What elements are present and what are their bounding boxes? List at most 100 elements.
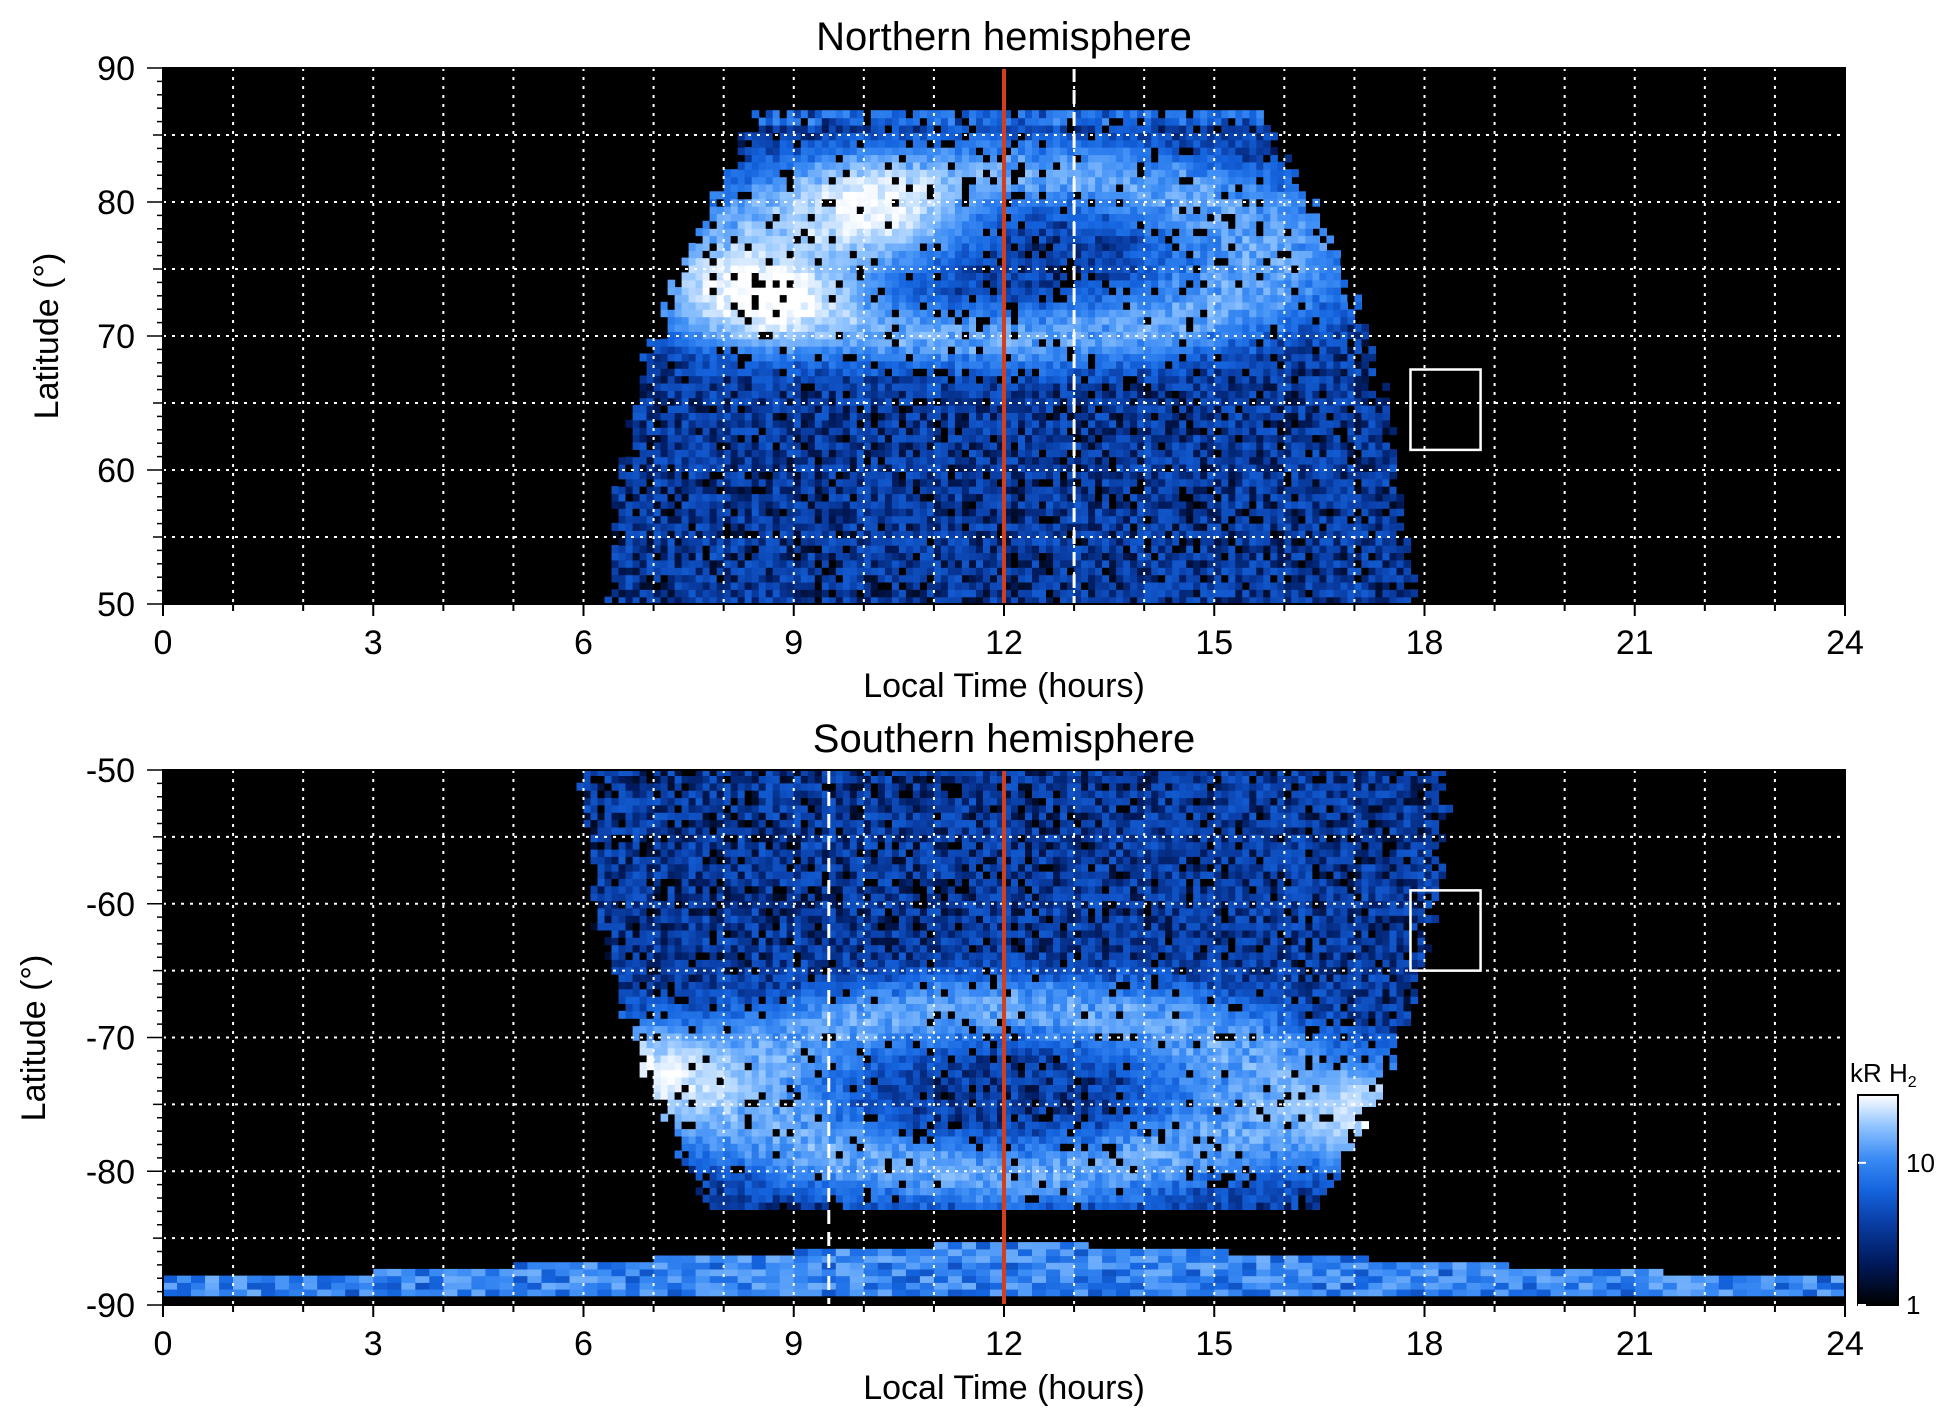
emission-cell [814,323,823,332]
emission-cell [863,589,872,598]
emission-cell [1123,257,1131,266]
emission-cell [758,257,767,266]
emission-cell [716,397,725,406]
emission-cell [1172,147,1180,156]
emission-cell [1046,508,1054,517]
emission-cell [702,272,711,281]
emission-cell [807,559,816,568]
emission-cell [842,235,851,244]
emission-cell [1095,316,1103,325]
emission-cell [849,235,858,244]
emission-cell [793,596,802,604]
emission-cell [1172,235,1180,244]
emission-cell [940,265,949,273]
emission-cell [1151,287,1159,296]
emission-cell [1116,287,1124,296]
emission-cell [758,132,767,141]
emission-cell [1172,530,1180,539]
emission-cell [849,486,858,495]
emission-cell [688,412,697,421]
emission-cell [730,220,739,229]
emission-cell [856,110,865,119]
emission-cell [821,346,830,355]
emission-cell [667,323,676,332]
emission-cell [1032,316,1040,325]
emission-cell [681,309,690,318]
emission-cell [912,353,921,362]
emission-cell [1025,449,1033,458]
emission-cell [779,434,788,443]
emission-cell [877,235,886,244]
emission-cell [1158,346,1166,355]
emission-cell [751,147,760,156]
emission-cell [842,117,851,126]
emission-cell [954,176,963,185]
emission-cell [667,456,676,465]
emission-cell [793,427,802,436]
emission-cell [1102,257,1110,266]
emission-cell [863,117,872,126]
emission-cell [1060,206,1068,214]
emission-cell [793,382,802,391]
emission-cell [1053,132,1061,141]
emission-cell [884,456,893,465]
emission-cell [1095,257,1103,266]
emission-cell [814,449,823,458]
emission-cell [828,301,837,310]
emission-cell [1179,382,1187,391]
emission-cell [674,471,683,480]
emission-cell [1018,294,1026,303]
emission-cell [1109,537,1117,546]
emission-cell [997,581,1005,590]
emission-cell [1060,346,1068,355]
emission-cell [1172,552,1180,561]
emission-cell [1018,441,1026,450]
emission-cell [1137,596,1145,604]
emission-cell [1060,493,1068,502]
emission-cell [905,574,914,583]
emission-cell [1067,265,1075,273]
emission-cell [961,596,970,604]
emission-cell [1060,250,1068,259]
emission-cell [1165,508,1173,517]
emission-cell [1053,287,1061,296]
emission-cell [681,360,690,369]
emission-cell [1151,161,1159,170]
emission-cell [828,397,837,406]
emission-cell [856,500,865,509]
emission-cell [898,316,907,325]
emission-cell [1116,552,1124,561]
emission-cell [940,574,949,583]
emission-cell [1067,316,1075,325]
emission-cell [1032,125,1040,133]
emission-cell [997,456,1005,465]
emission-cell [1039,154,1047,163]
emission-cell [730,346,739,355]
emission-cell [891,154,900,163]
emission-cell [1158,323,1166,332]
emission-cell [856,279,865,288]
emission-cell [898,110,907,119]
emission-cell [1137,471,1145,480]
emission-cell [891,257,900,266]
emission-cell [947,294,956,303]
emission-cell [1172,250,1180,259]
emission-cell [1046,272,1054,281]
emission-cell [758,294,767,303]
emission-cell [997,589,1005,598]
emission-cell [835,589,844,598]
emission-cell [611,574,620,583]
emission-cell [632,441,641,450]
emission-cell [933,441,942,450]
emission-cell [877,545,886,553]
emission-cell [695,272,704,281]
emission-cell [716,368,725,377]
emission-cell [1130,176,1138,185]
emission-cell [1025,147,1033,156]
emission-cell [983,471,991,480]
emission-cell [751,301,760,310]
emission-cell [1172,287,1180,296]
emission-cell [1116,456,1124,465]
emission-cell [1158,397,1166,406]
emission-cell [926,397,935,406]
